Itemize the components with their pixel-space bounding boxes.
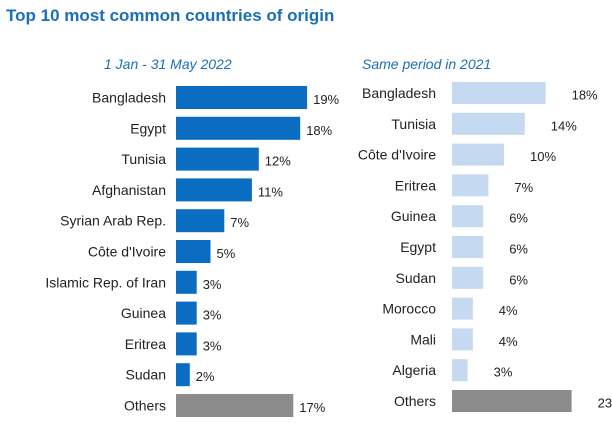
chart-2021-category-label: Tunisia [391, 116, 436, 132]
chart-2022-bar [176, 394, 294, 417]
chart-2021-category-label: Egypt [400, 239, 436, 255]
chart-2022-category-label: Guinea [121, 305, 166, 321]
chart-2022-bar [176, 86, 308, 109]
chart-2021-value-label: 23% [598, 396, 612, 411]
chart-2022-category-label: Sudan [126, 367, 166, 383]
chart-2021-category-label: Mali [410, 331, 436, 347]
chart-2022-category-label: Others [124, 398, 166, 414]
chart-2021-value-label: 6% [509, 242, 528, 257]
chart-2022-bar [176, 240, 211, 263]
page-title: Top 10 most common countries of origin [6, 6, 335, 25]
chart-2022-category-label: Egypt [130, 120, 166, 136]
chart-2022-value-label: 5% [217, 246, 236, 261]
chart-2021-bar [452, 205, 484, 228]
chart-2022-category-label: Afghanistan [92, 182, 166, 198]
chart-2021-category-label: Guinea [391, 208, 436, 224]
chart-2022-value-label: 3% [203, 308, 222, 323]
chart-2021-value-label: 7% [514, 180, 533, 195]
chart-2021-value-label: 4% [499, 334, 518, 349]
chart-2022-category-label: Tunisia [121, 151, 166, 167]
chart-2021-category-label: Others [394, 393, 436, 409]
chart-2021-value-label: 6% [509, 211, 528, 226]
chart-2022-value-label: 7% [230, 215, 249, 230]
chart-2022-value-label: 12% [265, 154, 291, 169]
chart-2021-value-label: 14% [551, 118, 577, 133]
chart-2021-value-label: 6% [509, 272, 528, 287]
chart-2022-bar [176, 270, 197, 294]
chart-2021-bar [452, 112, 525, 135]
chart-2021-category-label: Eritrea [395, 177, 436, 193]
chart-2022-category-label: Eritrea [125, 336, 166, 352]
chart-2022-bar [176, 332, 197, 356]
chart-2022-value-label: 3% [203, 338, 222, 353]
chart-2022-category-label: Syrian Arab Rep. [60, 213, 166, 229]
chart-2022-bar [176, 116, 301, 140]
chart-2021-value-label: 4% [499, 303, 518, 318]
chart-2021-bar [452, 236, 484, 258]
chart-2021-bar [452, 82, 546, 104]
chart-2022-value-label: 2% [196, 369, 215, 384]
chart-2021-value-label: 18% [572, 88, 598, 103]
chart-2021-category-label: Bangladesh [362, 85, 436, 101]
chart-2022-value-label: 11% [258, 184, 283, 199]
chart-2021-bar [452, 143, 504, 166]
chart-2022-bar [176, 363, 190, 387]
chart-2022-value-label: 3% [203, 277, 222, 292]
chart-2022-title: 1 Jan - 31 May 2022 [104, 56, 232, 72]
chart-2022-bar [176, 178, 252, 202]
chart-2021-title: Same period in 2021 [362, 56, 492, 72]
chart-2021-category-label: Algeria [392, 362, 436, 378]
chart-2022-value-label: 18% [306, 123, 332, 138]
chart-2021-bar [452, 359, 468, 382]
chart-2021-bar [452, 174, 489, 197]
chart-2022-category-label: Côte d'Ivoire [88, 244, 166, 260]
chart-2021-value-label: 10% [530, 149, 556, 164]
chart-2022-category-label: Islamic Rep. of Iran [45, 274, 166, 290]
chart-2021-bar [452, 328, 473, 351]
chart-2021-bar [452, 297, 473, 320]
chart-2022-bar [176, 209, 225, 233]
chart-2021-category-label: Morocco [382, 301, 436, 317]
chart-2021-value-label: 3% [494, 365, 513, 380]
chart-2021-category-label: Sudan [396, 270, 436, 286]
chart-2022-category-label: Bangladesh [92, 90, 166, 106]
chart-2021-category-label: Côte d'Ivoire [358, 147, 436, 163]
chart-2021-bar [452, 266, 484, 289]
chart-2022-value-label: 17% [299, 400, 325, 415]
chart-2022-value-label: 19% [313, 92, 339, 107]
chart-2022-bar [176, 301, 197, 325]
chart-2021-bar [452, 390, 572, 412]
chart-2022-bar [176, 147, 259, 171]
